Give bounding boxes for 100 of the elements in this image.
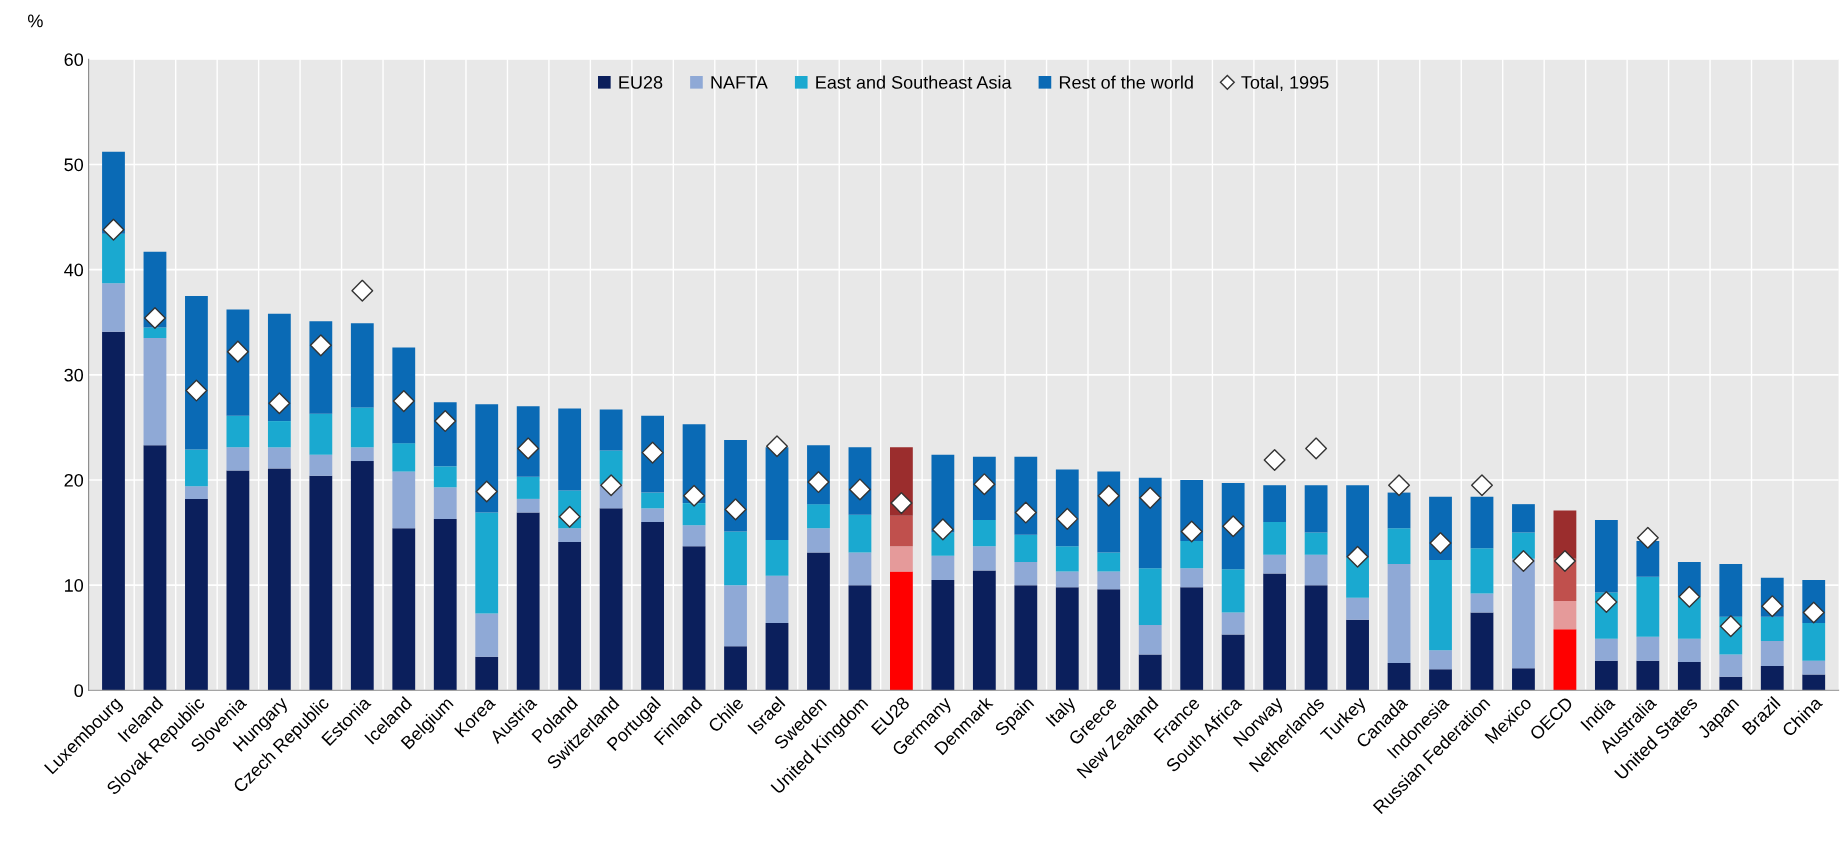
- point: [1097, 484, 1120, 507]
- point: [1180, 520, 1203, 543]
- bar: [1346, 485, 1369, 558]
- bar: [102, 331, 125, 691]
- bar: [1677, 661, 1701, 691]
- bar: [1138, 568, 1162, 626]
- bar: [599, 409, 623, 451]
- bar: [226, 447, 250, 471]
- bar: [1387, 564, 1411, 663]
- bar: [1221, 634, 1245, 691]
- point: [226, 340, 249, 363]
- bar: [309, 454, 333, 476]
- bar: [267, 421, 291, 448]
- bar: [1304, 585, 1328, 691]
- bar: [599, 508, 623, 691]
- legend-label: EU28: [619, 76, 663, 89]
- point: [807, 471, 830, 494]
- y-tick-label: 30: [64, 368, 84, 382]
- bar: [1014, 534, 1038, 562]
- y-tick-label: 20: [64, 473, 84, 487]
- bar: [516, 498, 540, 513]
- bar: [1512, 504, 1535, 533]
- bar: [267, 468, 291, 691]
- y-tick-label: 10: [65, 579, 84, 592]
- bar: [682, 503, 706, 526]
- bar: [475, 656, 499, 691]
- bar: [1470, 496, 1494, 549]
- bar: [1760, 616, 1784, 641]
- bar: [1429, 669, 1452, 691]
- bar: [724, 531, 747, 586]
- point: [890, 492, 913, 515]
- bar: [558, 528, 582, 543]
- bar: [765, 575, 789, 623]
- point: [143, 307, 166, 330]
- bar: [475, 613, 499, 657]
- bar: [972, 546, 996, 571]
- bar: [972, 570, 996, 691]
- bar: [185, 295, 208, 450]
- bar: [392, 443, 416, 472]
- bar: [185, 449, 208, 487]
- bar: [433, 487, 457, 519]
- bar: [1014, 585, 1038, 691]
- bar: [1470, 612, 1494, 691]
- bar: [185, 498, 208, 691]
- point: [1595, 590, 1618, 613]
- bar: [1760, 666, 1784, 691]
- bar: [765, 447, 789, 540]
- point: [766, 435, 788, 458]
- bar: [1097, 552, 1121, 572]
- bar: [143, 327, 167, 338]
- bar: [890, 546, 913, 572]
- bar: [350, 447, 374, 462]
- bar: [1470, 548, 1494, 594]
- bar: [185, 486, 208, 499]
- bar: [682, 546, 706, 691]
- bar: [392, 471, 416, 529]
- y-tick-label: 50: [64, 158, 84, 172]
- point: [475, 480, 498, 503]
- point: [434, 410, 457, 433]
- bar: [1138, 654, 1162, 691]
- bar: [1470, 593, 1494, 613]
- bar: [1760, 640, 1784, 667]
- bar: [1055, 587, 1079, 691]
- bar: [1387, 528, 1411, 565]
- bar: [143, 337, 167, 446]
- point: [102, 218, 125, 241]
- legend-label: Rest of the world: [1059, 75, 1193, 89]
- bar: [1594, 638, 1618, 661]
- y-tick-label: 0: [74, 684, 84, 698]
- bar: [1263, 554, 1287, 574]
- bar: [1553, 510, 1577, 559]
- bar: [1263, 522, 1287, 555]
- bar: [1802, 660, 1826, 675]
- bar: [1512, 558, 1535, 669]
- bar: [1594, 519, 1618, 593]
- point: [1512, 549, 1535, 572]
- bar: [1180, 540, 1204, 569]
- bar: [102, 283, 125, 332]
- bar: [309, 413, 333, 455]
- bar: [682, 525, 706, 547]
- bar: [848, 514, 872, 553]
- bar: [1429, 650, 1452, 670]
- bar: [1553, 600, 1577, 630]
- bar: [350, 461, 374, 691]
- bar: [1636, 636, 1660, 661]
- point: [392, 390, 415, 413]
- bar: [807, 528, 830, 553]
- point: [1678, 585, 1701, 608]
- bar: [1429, 559, 1452, 651]
- bar: [1304, 485, 1328, 533]
- bar: [1055, 546, 1079, 572]
- point: [351, 279, 374, 302]
- bar: [848, 585, 872, 691]
- bar: [1677, 638, 1701, 662]
- point: [724, 498, 747, 521]
- bar: [1636, 540, 1660, 577]
- bar: [1636, 576, 1660, 637]
- bar: [1594, 660, 1618, 691]
- point: [1263, 448, 1286, 471]
- bar: [1719, 654, 1743, 677]
